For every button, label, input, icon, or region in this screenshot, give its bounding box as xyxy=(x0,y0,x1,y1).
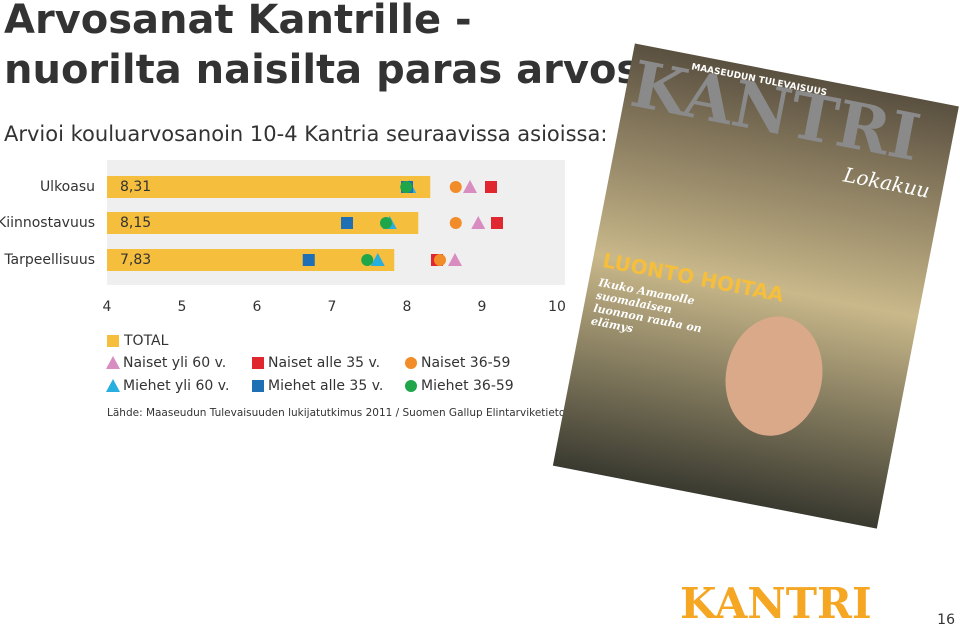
marker xyxy=(106,379,120,392)
x-tick-label: 7 xyxy=(328,299,337,315)
marker xyxy=(302,254,315,266)
marker xyxy=(491,217,503,229)
marker xyxy=(405,357,417,369)
source: Lähde: Maaseudun Tulevaisuuden lukijatut… xyxy=(107,407,565,419)
marker xyxy=(370,253,385,266)
marker xyxy=(448,253,462,266)
x-tick-label: 4 xyxy=(103,299,112,315)
marker xyxy=(405,380,417,392)
legend-label: TOTAL xyxy=(123,333,169,349)
x-tick-label: 9 xyxy=(478,299,487,315)
bar xyxy=(107,176,431,198)
marker xyxy=(400,181,413,193)
marker xyxy=(471,216,486,229)
bar xyxy=(107,212,419,234)
legend-label: Miehet alle 35 v. xyxy=(268,378,383,394)
legend-swatch xyxy=(107,335,119,347)
magazine-cover: MAASEUDUN TULEVAISUUS KANTRI Lokakuu LUO… xyxy=(552,43,959,529)
legend-label: Miehet 36-59 xyxy=(421,378,514,394)
x-tick-label: 5 xyxy=(178,299,187,315)
legend-label: Naiset alle 35 v. xyxy=(268,355,380,371)
x-tick-label: 6 xyxy=(253,299,262,315)
marker xyxy=(106,356,120,369)
legend-label: Naiset yli 60 v. xyxy=(123,355,226,371)
cover-image xyxy=(552,43,959,529)
category-label: Tarpeellisuus xyxy=(3,252,95,268)
value-label: 7,83 xyxy=(120,252,151,268)
x-tick-label: 10 xyxy=(548,299,566,315)
value-label: 8,15 xyxy=(120,215,151,231)
footer-logo: KANTRI xyxy=(680,579,872,627)
page-number: 16 xyxy=(937,612,955,627)
title-line: Arvosanat Kantrille - xyxy=(4,0,472,43)
legend-label: Naiset 36-59 xyxy=(421,355,510,371)
x-tick-label: 8 xyxy=(403,299,412,315)
legend-label: Miehet yli 60 v. xyxy=(123,378,229,394)
marker xyxy=(434,254,446,266)
cover-face xyxy=(725,316,823,436)
bar xyxy=(107,249,395,271)
marker xyxy=(252,357,264,369)
title-line: nuorilta naisilta paras arvosana xyxy=(4,47,723,93)
marker xyxy=(449,217,462,229)
marker xyxy=(380,217,392,229)
marker xyxy=(361,254,374,266)
marker xyxy=(252,380,264,392)
value-label: 8,31 xyxy=(120,179,151,195)
marker xyxy=(485,181,497,193)
category-label: Ulkoasu xyxy=(40,179,95,195)
marker xyxy=(449,181,462,193)
category-label: Kiinnostavuus xyxy=(0,215,95,231)
subtitle: Arvioi kouluarvosanoin 10-4 Kantria seur… xyxy=(4,122,607,146)
marker xyxy=(341,217,353,229)
marker xyxy=(463,180,477,193)
